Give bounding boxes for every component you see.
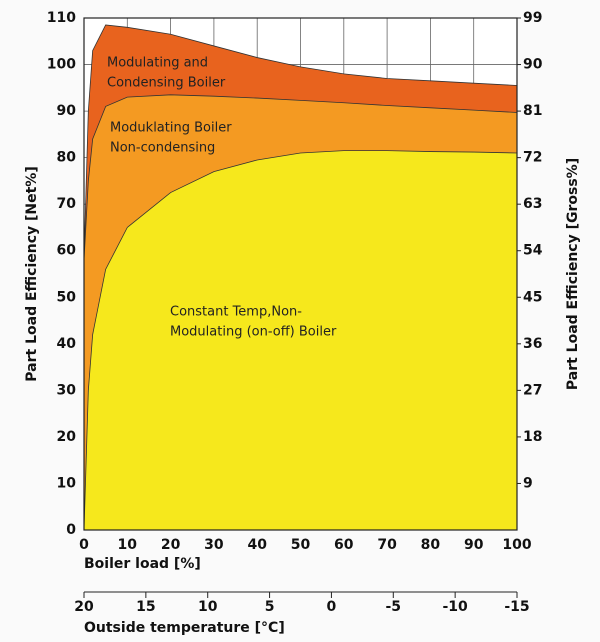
area-label: Non-condensing <box>110 141 215 156</box>
y-tick-label: 80 <box>57 150 77 166</box>
y-tick-label: 70 <box>57 196 77 212</box>
y2-axis-title: Part Load Efficiency [Gross%] <box>565 158 581 390</box>
area-label: Condensing Boiler <box>107 76 226 91</box>
y2-tick-label: 63 <box>523 196 542 212</box>
x-tick-label: 50 <box>291 537 311 553</box>
area-label: Modulating (on-off) Boiler <box>170 325 337 340</box>
y2-tick-label: 9 <box>523 475 533 491</box>
y2-tick-label: 18 <box>523 429 542 445</box>
y-tick-label: 60 <box>57 243 77 259</box>
y2-tick-label: 27 <box>523 382 542 398</box>
x-tick-label: 30 <box>204 537 224 553</box>
y-tick-label: 20 <box>57 429 77 445</box>
area-label: Moduklating Boiler <box>110 121 232 136</box>
y2-tick-label: 36 <box>523 336 542 352</box>
y-tick-label: 90 <box>57 103 77 119</box>
x2-tick-label: 0 <box>327 599 337 615</box>
y-tick-label: 0 <box>66 522 76 538</box>
x-axis-title: Boiler load [%] <box>84 556 201 572</box>
x2-tick-label: 5 <box>265 599 275 615</box>
y2-tick-label: 54 <box>523 243 543 259</box>
x2-axis-title: Outside temperature [°C] <box>84 620 285 636</box>
y2-tick-label: 72 <box>523 150 542 166</box>
x-tick-label: 0 <box>79 537 89 553</box>
y-tick-label: 30 <box>57 382 77 398</box>
x-tick-label: 80 <box>421 537 441 553</box>
x-tick-label: 40 <box>247 537 267 553</box>
x-tick-label: 70 <box>377 537 397 553</box>
x2-tick-label: 10 <box>198 599 218 615</box>
x2-tick-label: 15 <box>136 599 155 615</box>
y2-tick-label: 99 <box>523 10 542 26</box>
y-axis-title: Part Load Efficiency [Net%] <box>24 166 40 381</box>
x2-tick-label: -15 <box>504 599 529 615</box>
y-tick-label: 110 <box>47 10 76 26</box>
x-tick-label: 90 <box>464 537 484 553</box>
x2-tick-label: 20 <box>74 599 94 615</box>
area <box>83 150 518 531</box>
y-tick-label: 10 <box>57 475 77 491</box>
y-tick-label: 50 <box>57 289 77 305</box>
x-tick-label: 10 <box>118 537 138 553</box>
area-label: Modulating and <box>107 56 208 71</box>
x2-tick-label: -10 <box>442 599 468 615</box>
x-tick-label: 60 <box>334 537 354 553</box>
area-label: Constant Temp,Non- <box>170 305 302 320</box>
x2-tick-label: -5 <box>386 599 402 615</box>
y-tick-label: 100 <box>47 57 76 73</box>
y2-tick-label: 81 <box>523 103 542 119</box>
plot-frame <box>83 17 518 531</box>
x-tick-label: 20 <box>161 537 181 553</box>
y-tick-label: 40 <box>57 336 77 352</box>
y2-tick-label: 45 <box>523 289 542 305</box>
y2-tick-label: 90 <box>523 57 543 73</box>
x-tick-label: 100 <box>502 537 531 553</box>
